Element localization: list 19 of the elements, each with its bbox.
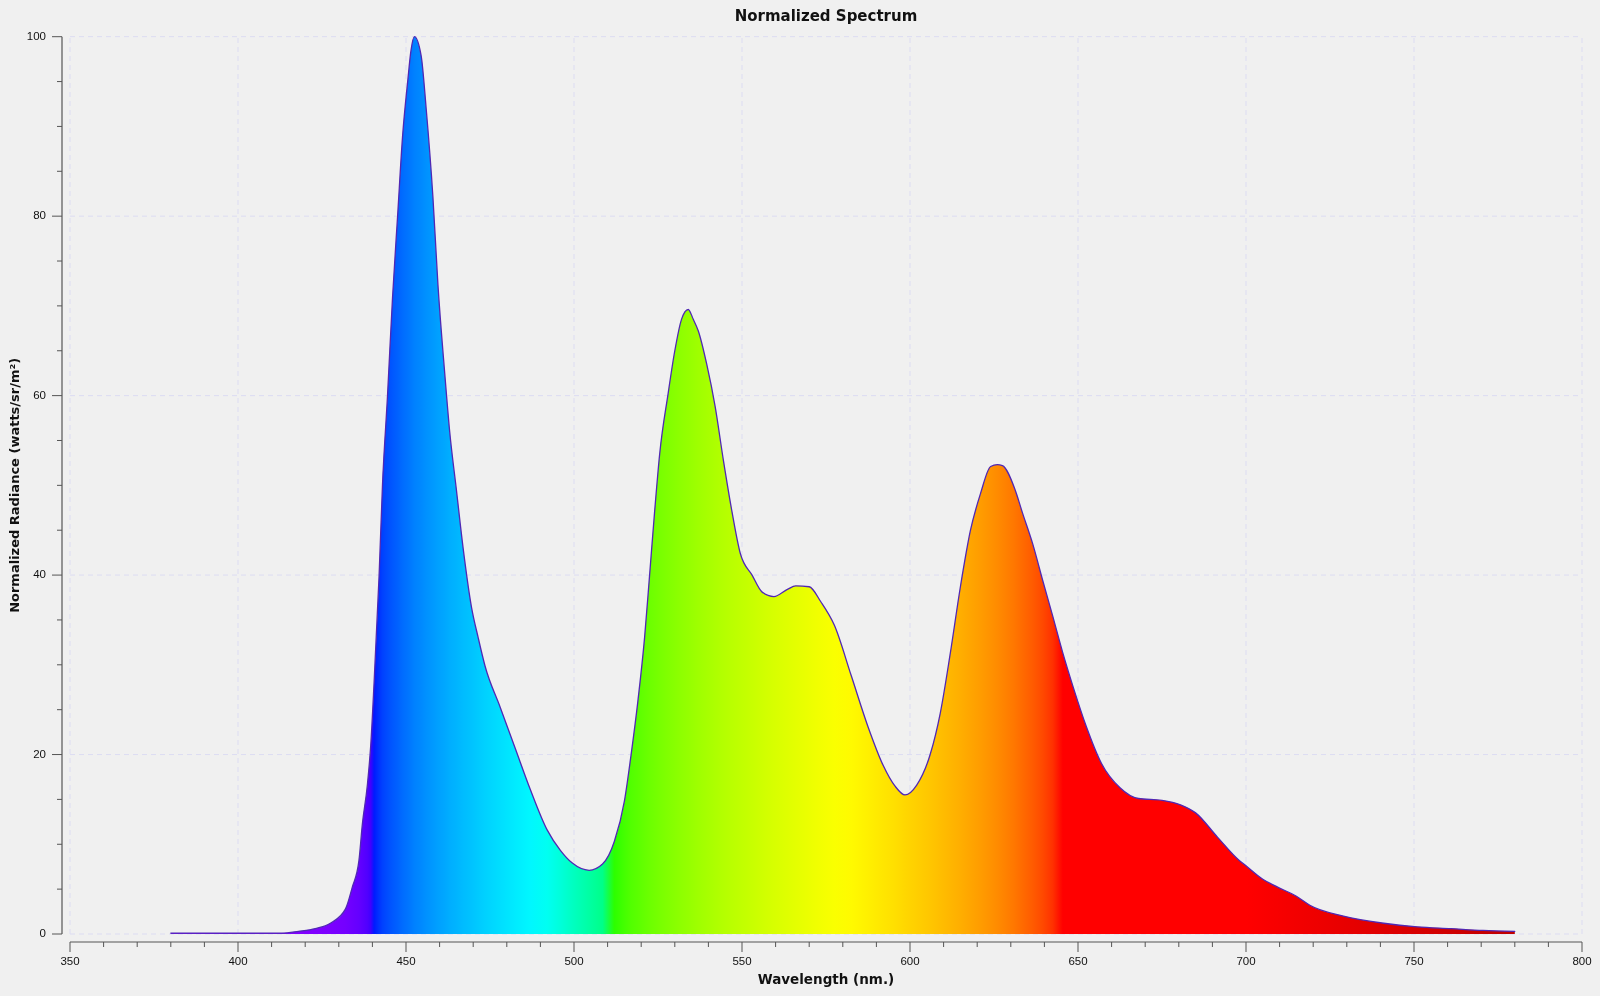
chart-title: Normalized Spectrum [734, 6, 918, 25]
x-tick-label: 450 [396, 955, 416, 968]
x-tick-label: 800 [1572, 955, 1592, 968]
x-tick-label: 600 [900, 955, 920, 968]
y-tick-label: 40 [33, 568, 46, 581]
x-tick-label: 400 [228, 955, 248, 968]
y-tick-label: 100 [26, 29, 46, 42]
x-tick-label: 700 [1236, 955, 1256, 968]
x-axis-title: Wavelength (nm.) [757, 971, 895, 987]
y-tick-label: 60 [33, 388, 46, 401]
x-tick-label: 350 [60, 955, 80, 968]
x-tick-label: 650 [1068, 955, 1088, 968]
x-tick-label: 550 [732, 955, 752, 968]
y-tick-label: 20 [33, 747, 46, 760]
y-axis-title: Normalized Radiance (watts/sr/m²) [6, 357, 22, 613]
x-tick-label: 500 [564, 955, 584, 968]
y-tick-label: 80 [33, 209, 46, 222]
y-tick-label: 0 [39, 927, 46, 940]
x-tick-label: 750 [1404, 955, 1424, 968]
